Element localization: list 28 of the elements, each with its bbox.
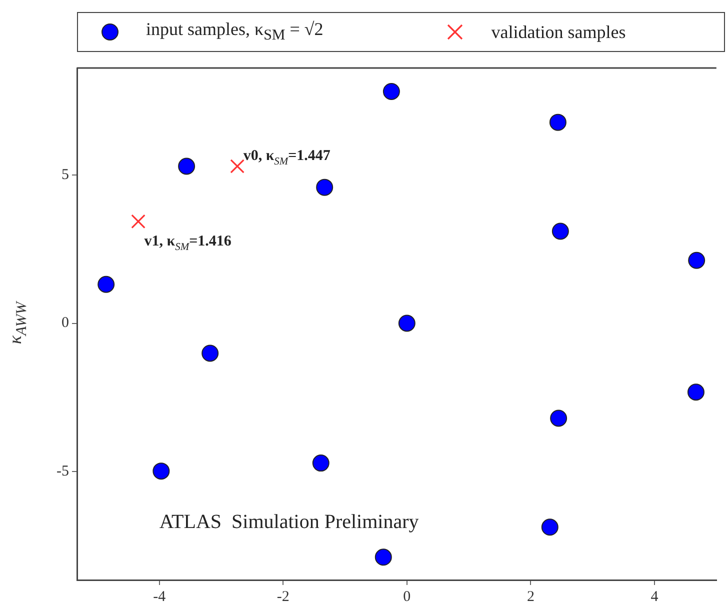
- point: [152, 462, 170, 480]
- x-tick-label: 4: [650, 588, 659, 605]
- point: [131, 214, 146, 229]
- point: [688, 252, 706, 269]
- point: [541, 518, 558, 536]
- point: [549, 114, 566, 131]
- point: [382, 82, 400, 100]
- point: [550, 410, 568, 427]
- x-tick-label: -4: [153, 588, 166, 605]
- point: [552, 222, 569, 240]
- y-tick-label: -5: [56, 464, 69, 480]
- point: [312, 454, 330, 472]
- point: [687, 384, 704, 401]
- annotation: ATLAS Simulation Preliminary: [159, 511, 419, 534]
- legend-label: input samples, κ$_{SM}$ = √2: [146, 19, 324, 45]
- x-tick-label: 0: [403, 588, 411, 605]
- y-tick-label: 5: [62, 166, 69, 183]
- point: [202, 344, 219, 362]
- point: [398, 314, 416, 332]
- x-tick-label: -2: [276, 588, 290, 605]
- legend-label: validation samples: [491, 22, 626, 42]
- point: [316, 178, 334, 196]
- x-tick-label: 2: [526, 588, 534, 605]
- point: [374, 548, 392, 566]
- point: [98, 276, 115, 293]
- point: [178, 158, 196, 175]
- y-tick-label: 0: [62, 315, 69, 332]
- point: [230, 159, 244, 174]
